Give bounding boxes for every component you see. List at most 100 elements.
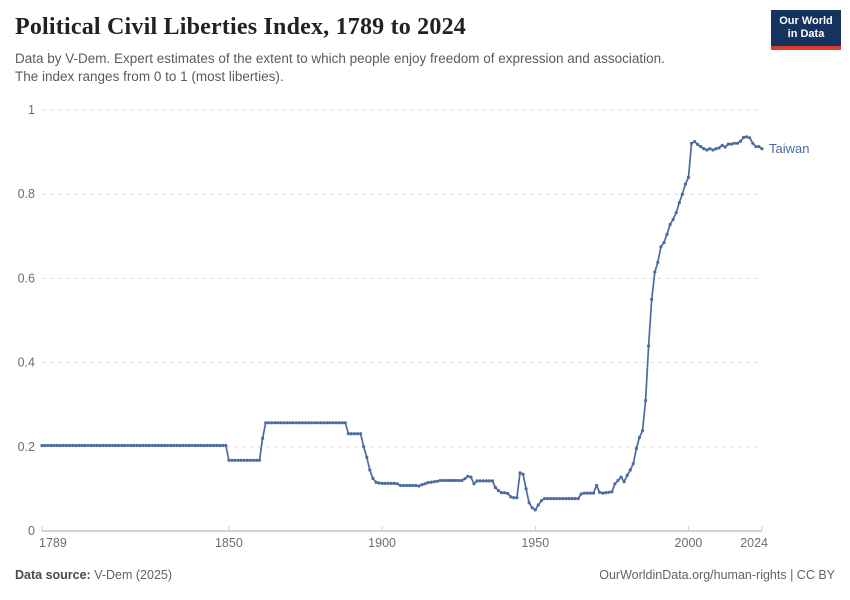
data-point-marker bbox=[631, 462, 635, 466]
data-point-marker bbox=[356, 432, 360, 436]
data-point-marker bbox=[230, 458, 234, 462]
data-point-marker bbox=[570, 497, 574, 501]
data-point-marker bbox=[267, 421, 271, 425]
data-point-marker bbox=[40, 443, 44, 448]
data-point-marker bbox=[674, 211, 678, 215]
data-point-marker bbox=[233, 458, 237, 462]
x-axis-tick-label: 2000 bbox=[675, 536, 703, 550]
credit-link[interactable]: OurWorldinData.org/human-rights | CC BY bbox=[599, 568, 835, 582]
data-point-marker bbox=[628, 468, 632, 472]
data-series-line bbox=[41, 136, 763, 511]
data-point-marker bbox=[172, 443, 176, 448]
data-point-marker bbox=[193, 443, 197, 448]
data-point-marker bbox=[74, 443, 78, 448]
data-point-marker bbox=[732, 141, 737, 145]
data-point-marker bbox=[80, 443, 84, 448]
data-point-marker bbox=[383, 481, 387, 485]
data-point-marker bbox=[285, 421, 289, 425]
data-point-marker bbox=[248, 458, 252, 462]
data-point-marker bbox=[757, 145, 761, 149]
data-point-marker bbox=[313, 421, 317, 425]
data-point-marker bbox=[591, 491, 596, 495]
data-point-marker bbox=[515, 496, 519, 500]
data-point-marker bbox=[398, 483, 403, 488]
data-point-marker bbox=[117, 443, 121, 448]
data-point-marker bbox=[362, 445, 366, 449]
data-point-marker bbox=[579, 492, 583, 496]
data-point-marker bbox=[261, 436, 265, 440]
data-point-marker bbox=[294, 421, 298, 425]
chart-title: Political Civil Liberties Index, 1789 to… bbox=[15, 14, 466, 40]
data-point-marker bbox=[227, 458, 231, 462]
data-point-marker bbox=[199, 443, 203, 448]
data-point-marker bbox=[110, 443, 115, 448]
data-point-marker bbox=[107, 443, 111, 448]
data-point-marker bbox=[549, 497, 553, 501]
data-point-marker bbox=[659, 245, 663, 249]
data-point-marker bbox=[625, 473, 629, 477]
data-point-marker bbox=[466, 474, 470, 478]
data-point-marker bbox=[322, 421, 326, 425]
data-point-marker bbox=[175, 443, 179, 448]
data-point-marker bbox=[595, 483, 599, 488]
data-point-marker bbox=[264, 421, 268, 425]
data-point-marker bbox=[689, 141, 694, 145]
data-point-marker bbox=[524, 487, 528, 491]
data-point-marker bbox=[729, 142, 734, 146]
data-point-marker bbox=[726, 142, 730, 146]
data-point-marker bbox=[500, 491, 504, 495]
y-axis-tick-label: 0.4 bbox=[18, 356, 35, 370]
data-point-marker bbox=[588, 491, 593, 495]
data-point-marker bbox=[717, 146, 721, 150]
data-point-marker bbox=[126, 443, 130, 448]
data-point-marker bbox=[760, 147, 764, 151]
data-point-marker bbox=[460, 478, 464, 483]
data-point-marker bbox=[169, 443, 173, 448]
owid-logo-line2: in Data bbox=[787, 28, 825, 40]
data-point-marker bbox=[518, 471, 522, 475]
data-point-marker bbox=[686, 175, 691, 179]
data-point-marker bbox=[622, 480, 626, 484]
data-point-marker bbox=[490, 479, 494, 483]
data-point-marker bbox=[429, 480, 433, 484]
data-point-marker bbox=[742, 135, 746, 139]
data-point-marker bbox=[567, 497, 571, 501]
data-point-marker bbox=[242, 458, 246, 462]
data-point-marker bbox=[98, 443, 102, 448]
data-source-label: Data source: bbox=[15, 568, 91, 582]
data-point-marker bbox=[123, 443, 127, 448]
data-point-marker bbox=[58, 443, 63, 448]
data-point-marker bbox=[610, 490, 614, 494]
data-point-marker bbox=[484, 479, 488, 483]
data-point-marker bbox=[545, 497, 550, 501]
data-point-marker bbox=[395, 482, 399, 486]
data-point-marker bbox=[585, 491, 590, 495]
data-point-marker bbox=[444, 478, 448, 483]
data-point-marker bbox=[303, 421, 308, 425]
data-point-marker bbox=[521, 472, 525, 476]
data-point-marker bbox=[205, 443, 209, 448]
data-point-marker bbox=[184, 443, 188, 448]
data-point-marker bbox=[423, 482, 427, 486]
data-point-marker bbox=[377, 481, 381, 485]
data-point-marker bbox=[325, 421, 329, 425]
y-axis-tick-label: 1 bbox=[28, 103, 35, 117]
data-point-marker bbox=[644, 398, 648, 403]
data-point-marker bbox=[512, 496, 516, 500]
data-point-marker bbox=[417, 484, 421, 488]
data-point-marker bbox=[273, 421, 277, 425]
data-point-marker bbox=[411, 483, 415, 488]
data-point-marker bbox=[371, 476, 375, 480]
data-point-marker bbox=[352, 432, 357, 436]
data-point-marker bbox=[159, 443, 164, 448]
data-point-marker bbox=[71, 443, 75, 448]
data-point-marker bbox=[693, 140, 697, 144]
data-point-marker bbox=[487, 479, 491, 483]
data-point-marker bbox=[89, 443, 93, 448]
owid-logo[interactable]: Our World in Data bbox=[771, 10, 841, 50]
data-point-marker bbox=[723, 145, 727, 149]
data-point-marker bbox=[739, 139, 743, 143]
data-point-marker bbox=[144, 443, 148, 448]
data-point-marker bbox=[735, 141, 740, 145]
line-chart[interactable]: 0 0.2 0.4 0.6 0.8 1 1789 1850 1900 1950 2000 2024 Ta… bbox=[0, 95, 850, 560]
